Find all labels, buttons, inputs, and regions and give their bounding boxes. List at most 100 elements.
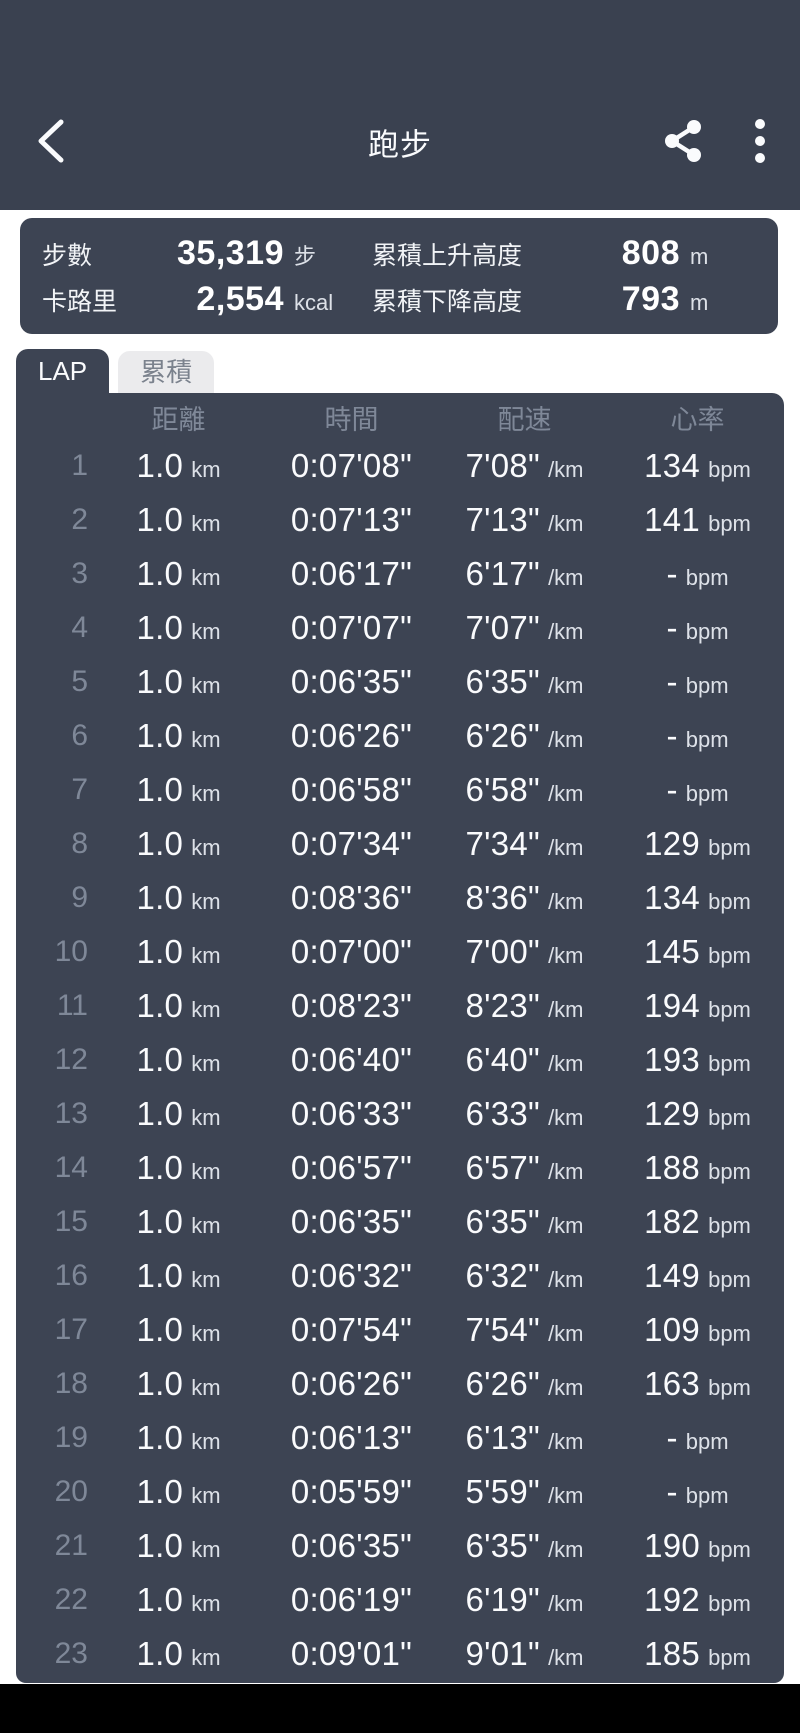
lap-number: 15 [54, 1205, 88, 1238]
lap-row: 9 1.0 km 0:08'36" 8'36" /km 134 bpm [16, 871, 784, 925]
lap-heart-rate-cell: - bpm [611, 717, 784, 755]
column-time: 時間 [324, 404, 379, 435]
back-chevron-icon [33, 116, 67, 169]
lap-distance-unit: km [191, 943, 221, 968]
lap-heart-rate-value: 145 [644, 933, 701, 970]
lap-heart-rate-value: - [666, 609, 678, 646]
lap-heart-rate-value: 163 [644, 1365, 701, 1402]
lap-pace-value: 6'19" [465, 1581, 541, 1618]
lap-time-cell: 0:06'32" [265, 1257, 438, 1295]
lap-distance-value: 1.0 [136, 1635, 184, 1672]
lap-distance-unit: km [191, 1321, 221, 1346]
share-button[interactable] [662, 118, 706, 166]
lap-distance-value: 1.0 [136, 609, 184, 646]
lap-distance-value: 1.0 [136, 879, 184, 916]
lap-heart-rate-cell: 188 bpm [611, 1149, 784, 1187]
lap-heart-rate-cell: 190 bpm [611, 1527, 784, 1565]
lap-pace-cell: 6'17" /km [438, 555, 611, 593]
lap-pace-value: 6'33" [465, 1095, 541, 1132]
stat-value: 2,554 [196, 279, 284, 318]
lap-distance-value: 1.0 [136, 987, 184, 1024]
lap-row: 21 1.0 km 0:06'35" 6'35" /km 190 bpm [16, 1519, 784, 1573]
lap-heart-rate-value: - [666, 717, 678, 754]
lap-pace-unit: /km [548, 619, 584, 644]
lap-distance-value: 1.0 [136, 717, 184, 754]
lap-distance-unit: km [191, 835, 221, 860]
lap-heart-rate-unit: bpm [685, 1429, 729, 1454]
lap-time-cell: 0:07'00" [265, 933, 438, 971]
overflow-menu-button[interactable] [746, 118, 774, 166]
lap-row: 12 1.0 km 0:06'40" 6'40" /km 193 bpm [16, 1033, 784, 1087]
lap-number: 21 [54, 1529, 88, 1562]
lap-number: 18 [54, 1367, 88, 1400]
lap-row: 16 1.0 km 0:06'32" 6'32" /km 149 bpm [16, 1249, 784, 1303]
share-icon [664, 119, 704, 166]
lap-time-cell: 0:09'01" [265, 1635, 438, 1673]
lap-pace-cell: 7'08" /km [438, 447, 611, 485]
summary-right-column: 累積上升高度 808 m 累積下降高度 793 m [372, 230, 754, 322]
lap-heart-rate-cell: 182 bpm [611, 1203, 784, 1241]
lap-number: 9 [71, 881, 88, 914]
lap-heart-rate-unit: bpm [708, 457, 751, 482]
lap-pace-unit: /km [548, 565, 584, 590]
lap-distance-unit: km [191, 1105, 221, 1130]
lap-time-value: 0:06'57" [290, 1149, 413, 1186]
lap-distance-cell: 1.0 km [92, 1473, 265, 1511]
lap-pace-unit: /km [548, 1429, 584, 1454]
tab-lap[interactable]: LAP [16, 349, 110, 393]
summary-left-column: 步數 35,319 步 卡路里 2,554 kcal [42, 230, 372, 322]
lap-pace-unit: /km [548, 1375, 584, 1400]
stat-value: 808 [621, 233, 680, 272]
lap-heart-rate-cell: 193 bpm [611, 1041, 784, 1079]
lap-pace-cell: 6'33" /km [438, 1095, 611, 1133]
lap-distance-cell: 1.0 km [92, 447, 265, 485]
lap-heart-rate-value: 129 [644, 1095, 701, 1132]
lap-time-value: 0:06'33" [290, 1095, 413, 1132]
lap-time-cell: 0:07'07" [265, 609, 438, 647]
lap-time-value: 0:06'17" [290, 555, 413, 592]
lap-time-value: 0:07'08" [290, 447, 413, 484]
stat-label: 累積下降高度 [372, 287, 523, 316]
lap-table[interactable]: 距離 時間 配速 心率 1 1.0 km 0:07'08" 7'08" /km … [16, 393, 784, 1683]
lap-pace-value: 7'00" [465, 933, 541, 970]
back-button[interactable] [26, 116, 74, 168]
lap-distance-unit: km [191, 1375, 221, 1400]
lap-heart-rate-cell: 134 bpm [611, 447, 784, 485]
lap-pace-cell: 7'07" /km [438, 609, 611, 647]
lap-distance-cell: 1.0 km [92, 933, 265, 971]
lap-pace-cell: 7'00" /km [438, 933, 611, 971]
lap-heart-rate-cell: 192 bpm [611, 1581, 784, 1619]
lap-distance-value: 1.0 [136, 1311, 184, 1348]
lap-pace-unit: /km [548, 1159, 584, 1184]
lap-heart-rate-value: - [666, 555, 678, 592]
lap-heart-rate-cell: 129 bpm [611, 825, 784, 863]
lap-time-value: 0:07'54" [290, 1311, 413, 1348]
system-navigation-bar [0, 1684, 800, 1733]
lap-number: 13 [54, 1097, 88, 1130]
lap-distance-cell: 1.0 km [92, 1203, 265, 1241]
lap-row: 13 1.0 km 0:06'33" 6'33" /km 129 bpm [16, 1087, 784, 1141]
lap-time-cell: 0:07'54" [265, 1311, 438, 1349]
lap-pace-value: 6'57" [465, 1149, 541, 1186]
lap-distance-value: 1.0 [136, 663, 184, 700]
lap-row: 7 1.0 km 0:06'58" 6'58" /km - bpm [16, 763, 784, 817]
lap-pace-cell: 6'26" /km [438, 717, 611, 755]
lap-heart-rate-unit: bpm [708, 511, 751, 536]
stat-total-descent: 累積下降高度 793 m [372, 280, 754, 319]
lap-row: 19 1.0 km 0:06'13" 6'13" /km - bpm [16, 1411, 784, 1465]
lap-distance-unit: km [191, 565, 221, 590]
lap-distance-unit: km [191, 1537, 221, 1562]
lap-pace-value: 7'08" [465, 447, 541, 484]
lap-row: 4 1.0 km 0:07'07" 7'07" /km - bpm [16, 601, 784, 655]
tab-cumulative[interactable]: 累積 [118, 351, 215, 393]
lap-pace-value: 6'32" [465, 1257, 541, 1294]
lap-pace-unit: /km [548, 889, 584, 914]
lap-pace-unit: /km [548, 1591, 584, 1616]
lap-pace-unit: /km [548, 1105, 584, 1130]
stat-unit: 步 [294, 243, 317, 269]
lap-time-value: 0:08'23" [290, 987, 413, 1024]
lap-heart-rate-cell: 185 bpm [611, 1635, 784, 1673]
lap-row: 11 1.0 km 0:08'23" 8'23" /km 194 bpm [16, 979, 784, 1033]
lap-heart-rate-unit: bpm [708, 889, 751, 914]
app-header: 跑步 [0, 0, 800, 210]
